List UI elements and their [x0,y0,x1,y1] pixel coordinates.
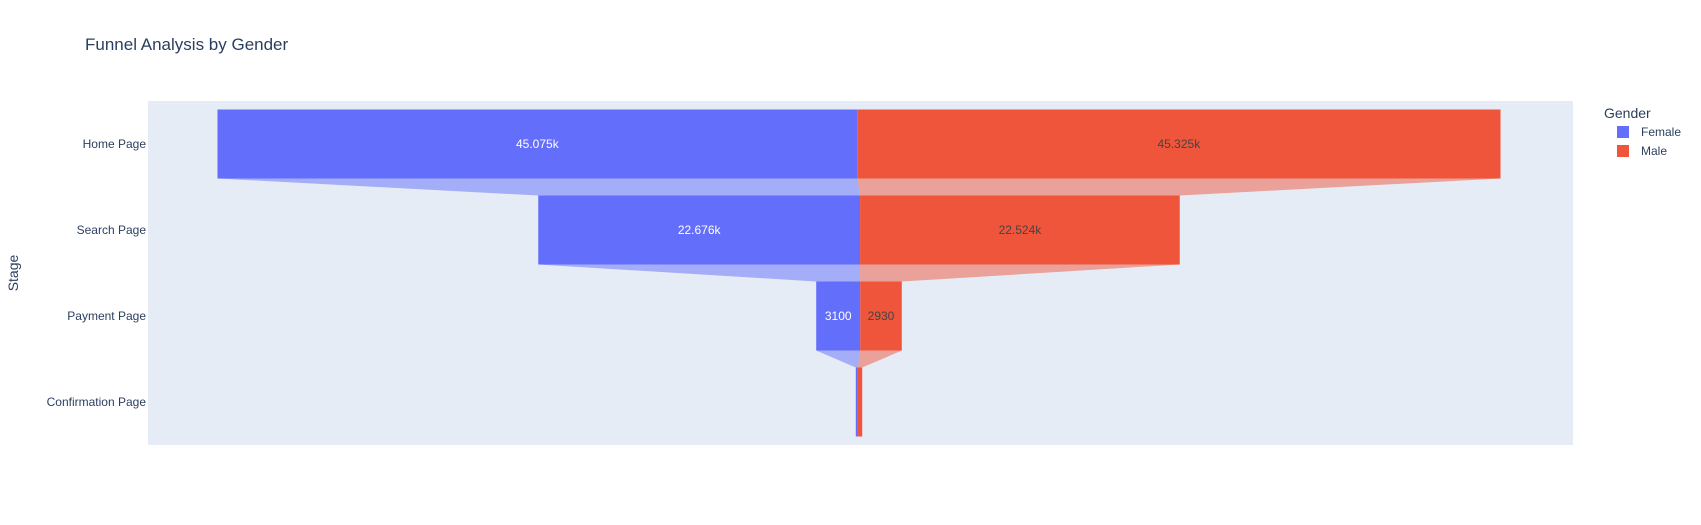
legend-label[interactable]: Female [1641,125,1681,139]
y-tick-label: Confirmation Page [47,395,147,409]
connector-male [857,178,1501,196]
bar-female[interactable] [538,195,861,265]
connector-female [538,264,861,282]
funnel-bar-labels: 45.075k 45.325k 22.676k 22.524k 3100 2930 [516,137,1201,323]
y-tick-label: Search Page [77,223,147,237]
legend-swatch[interactable] [1617,145,1629,157]
connector-female [217,178,861,196]
bar-male[interactable] [857,109,1501,179]
bar-label-male: 45.325k [1158,137,1202,151]
connector-male [860,264,1180,282]
legend-label[interactable]: Male [1641,144,1667,158]
bar-male[interactable] [857,367,863,437]
bar-male[interactable] [860,281,902,351]
chart-title: Funnel Analysis by Gender [85,35,289,54]
funnel-connectors [217,178,1501,368]
y-tick-label: Payment Page [67,309,146,323]
legend-swatch[interactable] [1617,126,1629,138]
y-axis-label: Stage [5,254,21,291]
funnel-bars [217,109,1501,437]
y-tick-label: Home Page [83,137,147,151]
bar-male[interactable] [860,195,1180,265]
bar-label-male: 2930 [868,309,895,323]
y-axis-ticks: Home Page Search Page Payment Page Confirma… [47,137,147,409]
legend-title: Gender [1604,105,1651,121]
bar-label-female: 3100 [825,309,852,323]
bar-female[interactable] [816,281,861,351]
bar-label-female: 22.676k [678,223,722,237]
bar-label-female: 45.075k [516,137,560,151]
legend[interactable]: Gender Female Male [1604,105,1681,158]
connector-male [857,350,902,368]
connector-female [816,350,861,368]
bar-female[interactable] [217,109,858,179]
bar-female[interactable] [855,367,858,437]
bar-label-male: 22.524k [999,223,1043,237]
